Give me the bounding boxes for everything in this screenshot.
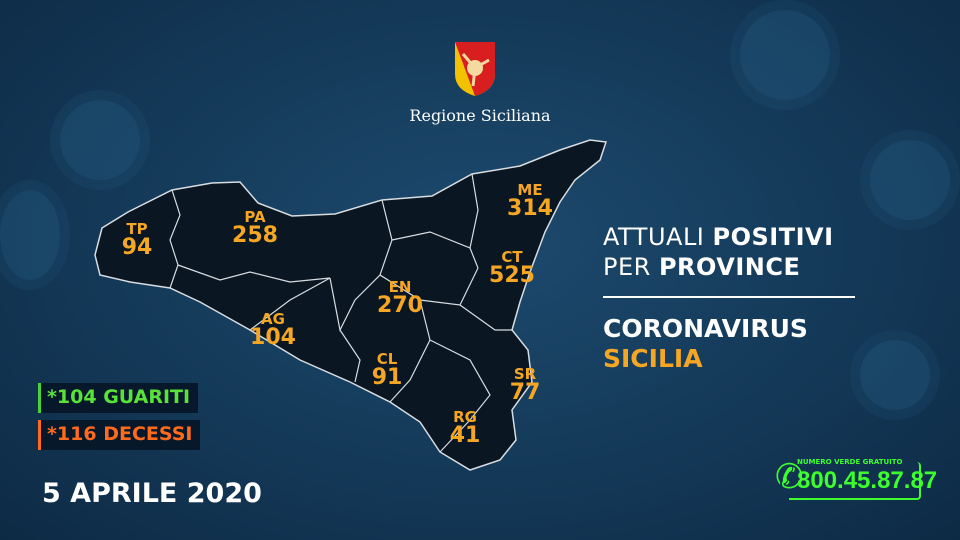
province-value: 258	[232, 223, 278, 248]
hotline-frame	[789, 462, 921, 500]
province-ag: AG 104	[243, 312, 303, 349]
title-light: PER	[603, 253, 659, 281]
province-en: EN 270	[370, 280, 430, 317]
subtitle-line2: SICILIA	[603, 344, 703, 373]
province-sr: SR 77	[500, 367, 550, 404]
province-value: 91	[371, 365, 403, 390]
province-rg: RG 41	[440, 410, 490, 447]
title-bold: PROVINCE	[658, 253, 801, 281]
sicily-outline	[94, 139, 608, 471]
hotline: ✆ NUMERO VERDE GRATUITO 800.45.87.87	[775, 452, 937, 504]
province-cl: CL 91	[362, 352, 412, 389]
hotline-label: NUMERO VERDE GRATUITO	[797, 458, 903, 466]
virus-decoration	[740, 10, 830, 100]
hotline-number: 800.45.87.87	[797, 467, 938, 494]
divider	[603, 296, 855, 298]
title-light: ATTUALI	[603, 223, 713, 251]
subtitle: CORONAVIRUS SICILIA	[603, 314, 808, 374]
province-value: 270	[377, 293, 423, 318]
province-code: TP	[126, 220, 148, 238]
virus-decoration	[860, 340, 930, 410]
province-borders	[169, 173, 512, 453]
province-me: ME 314	[500, 183, 560, 220]
virus-decoration	[0, 190, 60, 280]
title-bold: POSITIVI	[712, 223, 834, 251]
main-title: ATTUALI POSITIVI PER PROVINCE	[603, 222, 834, 282]
subtitle-line1: CORONAVIRUS	[603, 314, 808, 343]
province-value: 314	[507, 196, 553, 221]
date-label: 5 APRILE 2020	[42, 478, 262, 509]
virus-decoration	[870, 140, 950, 220]
decessi-badge: *116 DECESSI	[38, 420, 201, 450]
province-ct: CT 525	[482, 250, 542, 287]
province-value: 94	[121, 235, 153, 260]
region-name: Regione Siciliana	[409, 106, 551, 125]
province-value: 104	[250, 325, 296, 350]
province-pa: PA 258	[225, 210, 285, 247]
province-code: CL	[376, 350, 398, 368]
province-code: AG	[261, 310, 285, 328]
province-value: 77	[509, 380, 541, 405]
province-value: 525	[489, 263, 535, 288]
province-code: CT	[501, 248, 523, 266]
province-code: ME	[517, 181, 543, 199]
guariti-badge: *104 GUARITI	[38, 383, 199, 413]
virus-decoration	[60, 100, 140, 180]
province-code: PA	[244, 208, 266, 226]
province-value: 41	[449, 423, 481, 448]
province-code: EN	[388, 278, 412, 296]
phone-icon: ✆	[775, 457, 804, 497]
regione-siciliana-logo	[455, 42, 495, 96]
province-code: SR	[513, 365, 537, 383]
province-code: RG	[453, 408, 477, 426]
province-tp: TP 94	[112, 222, 162, 259]
